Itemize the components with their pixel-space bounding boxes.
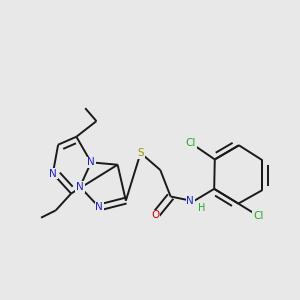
Text: N: N xyxy=(49,169,57,178)
Text: O: O xyxy=(151,210,159,220)
Text: S: S xyxy=(137,148,144,158)
Text: O: O xyxy=(151,210,159,220)
Text: N: N xyxy=(186,196,194,206)
Text: H: H xyxy=(198,203,206,213)
Text: N: N xyxy=(87,158,95,167)
Text: N: N xyxy=(95,202,103,212)
Text: N: N xyxy=(76,182,84,192)
Text: Cl: Cl xyxy=(185,138,196,148)
Text: Cl: Cl xyxy=(253,211,263,221)
